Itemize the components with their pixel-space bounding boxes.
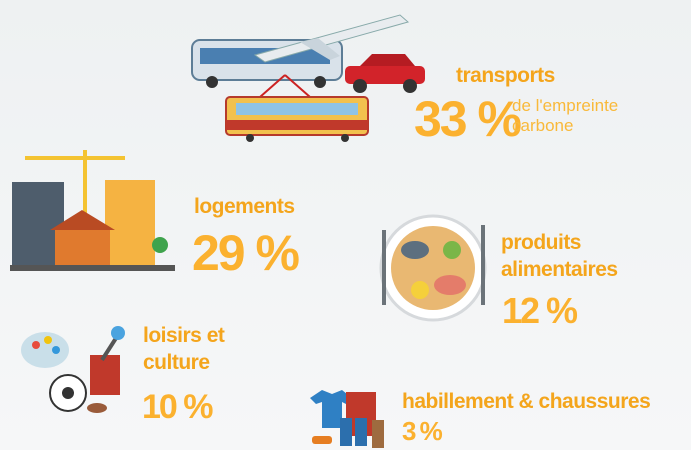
category-label: loisirs et culture xyxy=(143,322,253,377)
percent: 33 % xyxy=(414,94,520,144)
category-label: habillement & chaussures xyxy=(402,388,650,415)
category-label: logements xyxy=(194,193,295,220)
page: transports 33 % de l'empreinte carbone l… xyxy=(0,0,691,450)
housing-icons xyxy=(10,150,175,271)
illustrations xyxy=(0,0,691,450)
clothing-icons xyxy=(310,390,384,448)
percent: 10 % xyxy=(142,390,212,424)
category-label: produits alimentaires xyxy=(501,229,651,284)
percent: 3 % xyxy=(402,418,441,444)
percent: 12 % xyxy=(502,293,576,329)
leisure-icons xyxy=(21,326,125,413)
transport-icons xyxy=(192,15,425,142)
percent: 29 % xyxy=(192,228,298,278)
category-label: transports xyxy=(456,62,555,89)
note: de l'empreinte carbone xyxy=(512,96,662,137)
food-icon xyxy=(381,216,485,320)
